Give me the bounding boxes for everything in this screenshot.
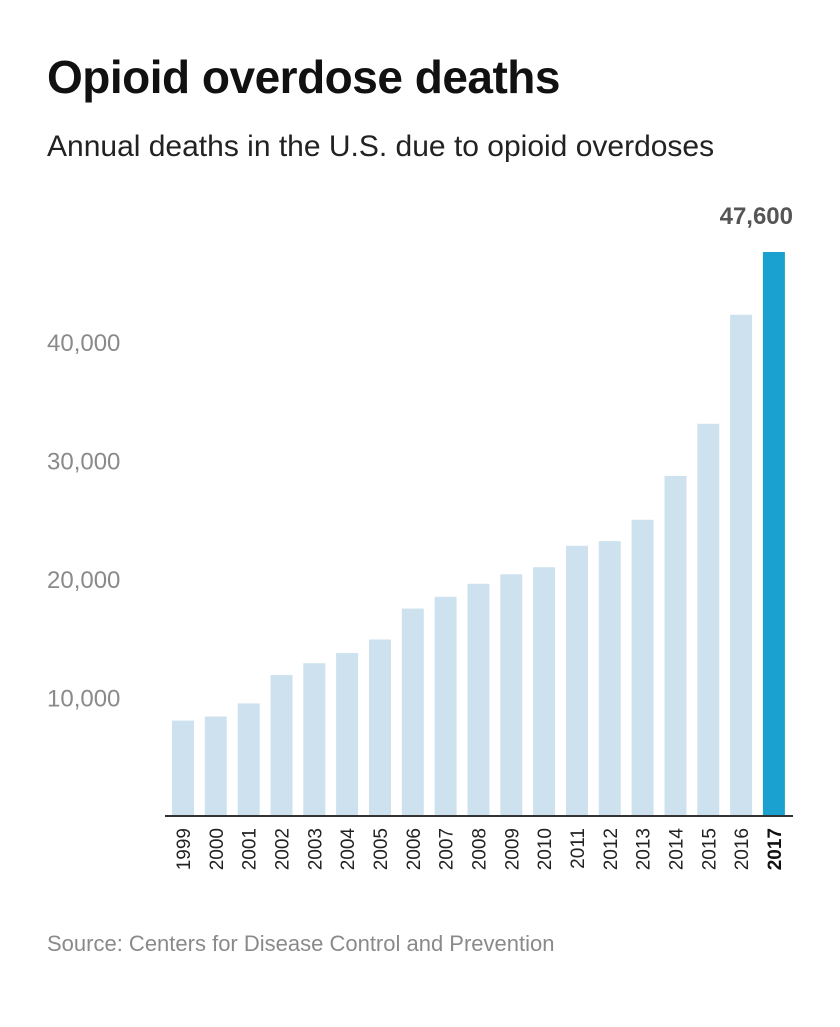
x-tick-label-2007: 2007 bbox=[437, 828, 458, 870]
bar-2017 bbox=[762, 252, 785, 816]
x-tick-label-2008: 2008 bbox=[470, 828, 491, 870]
bar-2010 bbox=[533, 567, 556, 816]
bar-2008 bbox=[467, 583, 490, 816]
y-tick-label: 40,000 bbox=[47, 330, 120, 357]
bar-2004 bbox=[336, 653, 359, 816]
x-tick-label-2010: 2010 bbox=[535, 828, 556, 870]
x-tick-label-2012: 2012 bbox=[601, 828, 622, 870]
value-label-2017: 47,600 bbox=[720, 203, 793, 230]
bar-2000 bbox=[204, 716, 227, 816]
y-axis-ticks: 10,000 20,000 30,000 40,000 bbox=[47, 330, 120, 712]
x-tick-label-2003: 2003 bbox=[305, 828, 326, 870]
x-tick-label-2001: 2001 bbox=[240, 828, 261, 870]
bar-2001 bbox=[237, 703, 260, 816]
chart-title: Opioid overdose deaths bbox=[47, 51, 561, 103]
x-tick-label-2000: 2000 bbox=[207, 828, 228, 870]
bar-1999 bbox=[172, 720, 194, 816]
bar-2006 bbox=[401, 608, 424, 816]
bar-2009 bbox=[500, 574, 523, 816]
y-tick-label: 10,000 bbox=[47, 686, 120, 713]
bars bbox=[172, 252, 785, 816]
x-tick-label-2006: 2006 bbox=[404, 828, 425, 870]
x-tick-label-1999: 1999 bbox=[174, 828, 195, 870]
bar-2005 bbox=[369, 639, 391, 816]
x-tick-label-2004: 2004 bbox=[338, 828, 359, 871]
y-tick-label: 20,000 bbox=[47, 567, 120, 594]
x-tick-label-2005: 2005 bbox=[371, 828, 392, 870]
y-tick-label: 30,000 bbox=[47, 449, 120, 476]
bar-2011 bbox=[566, 545, 588, 816]
bar-2007 bbox=[434, 596, 457, 816]
x-tick-label-2014: 2014 bbox=[667, 828, 688, 871]
x-tick-label-2002: 2002 bbox=[273, 828, 294, 870]
x-tick-label-2011: 2011 bbox=[568, 828, 589, 869]
bar-chart: 10,000 20,000 30,000 40,000 1999 2000 2001 200… bbox=[47, 203, 793, 871]
x-tick-label-2009: 2009 bbox=[502, 828, 523, 870]
bar-2016 bbox=[730, 314, 753, 816]
x-tick-label-2013: 2013 bbox=[634, 828, 655, 870]
x-tick-label-2016: 2016 bbox=[732, 828, 753, 870]
bar-2014 bbox=[664, 475, 687, 816]
x-tick-label-2015: 2015 bbox=[699, 828, 720, 870]
bar-2013 bbox=[631, 519, 654, 816]
x-tick-label-2017: 2017 bbox=[765, 828, 786, 870]
source-note: Source: Centers for Disease Control and … bbox=[47, 931, 555, 956]
bar-2002 bbox=[270, 675, 293, 816]
chart-subtitle: Annual deaths in the U.S. due to opioid … bbox=[47, 130, 715, 163]
bar-2003 bbox=[303, 663, 326, 816]
x-axis-labels: 1999 2000 2001 2002 2003 2004 2005 2006 2007 2008… bbox=[174, 828, 786, 871]
bar-2015 bbox=[697, 423, 720, 816]
bar-2012 bbox=[598, 541, 621, 816]
